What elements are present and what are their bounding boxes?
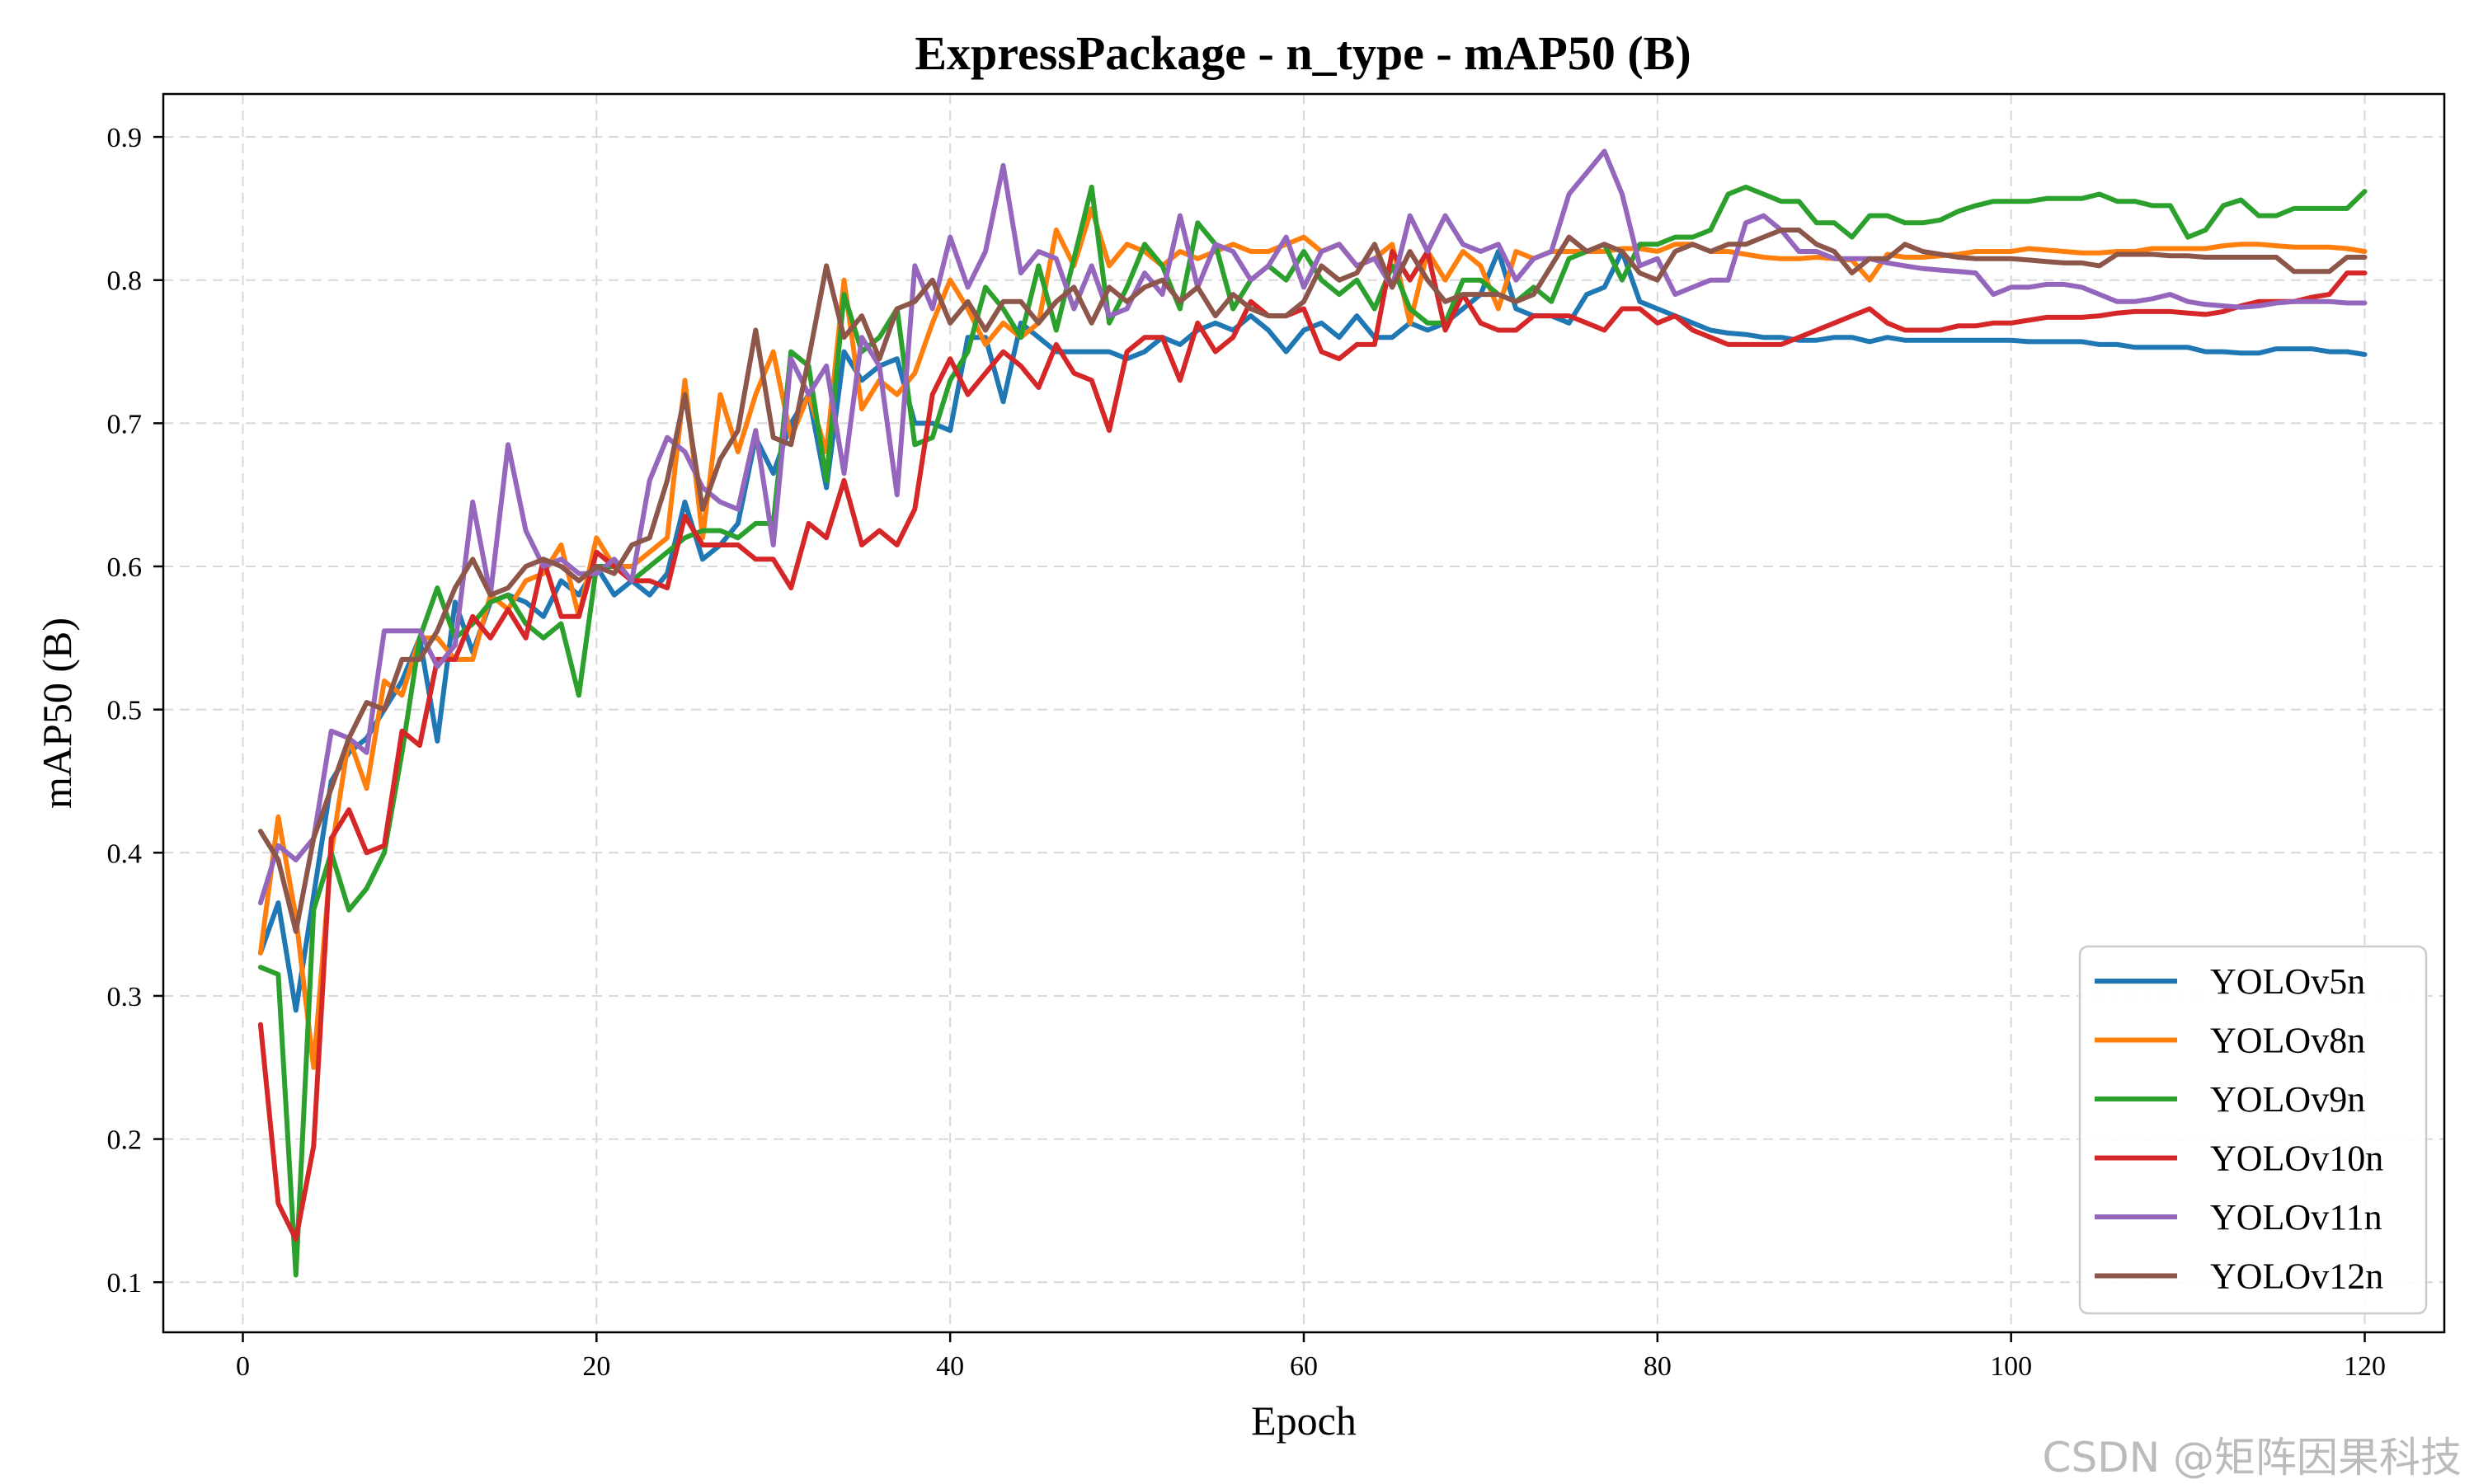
y-tick-label: 0.3: [107, 982, 143, 1012]
axis-ticks: 0 20 40 60 80 100 120 0.1 0.2 0.3 0.4 0.5 0.6 0.7 0.8 0…: [107, 123, 2387, 1382]
series-line-yolov10n: [257, 249, 2368, 1242]
series-lines: [257, 148, 2368, 1278]
x-tick-label: 120: [2344, 1351, 2386, 1382]
legend-label-yolov12n: YOLOv12n: [2210, 1256, 2383, 1297]
gridlines: [163, 94, 2444, 1332]
y-axis-label: mAP50 (B): [34, 618, 80, 809]
x-tick-label: 100: [1990, 1351, 2032, 1382]
y-tick-label: 0.9: [107, 123, 143, 153]
x-tick-label: 40: [936, 1351, 964, 1382]
watermark: CSDN @矩阵因果科技: [2043, 1434, 2462, 1482]
series-line-yolov11n: [257, 148, 2368, 906]
legend-label-yolov8n: YOLOv8n: [2210, 1021, 2365, 1061]
legend: YOLOv5n YOLOv8n YOLOv9n YOLOv10n YOLOv11n YOL…: [2078, 945, 2428, 1315]
y-tick-label: 0.6: [107, 552, 143, 583]
series-line-yolov8n: [257, 205, 2368, 1070]
chart-title: ExpressPackage - n_type - mAP50 (B): [915, 26, 1691, 80]
x-tick-label: 0: [236, 1351, 250, 1382]
legend-label-yolov10n: YOLOv10n: [2210, 1139, 2383, 1179]
y-tick-label: 0.2: [107, 1125, 143, 1156]
series-line-yolov12n: [257, 228, 2368, 934]
y-tick-label: 0.5: [107, 696, 143, 726]
x-axis-label: Epoch: [1251, 1397, 1357, 1444]
y-tick-label: 0.1: [107, 1268, 143, 1298]
x-tick-label: 20: [582, 1351, 610, 1382]
legend-label-yolov9n: YOLOv9n: [2210, 1079, 2365, 1120]
legend-label-yolov11n: YOLOv11n: [2210, 1197, 2382, 1237]
legend-label-yolov5n: YOLOv5n: [2210, 961, 2365, 1002]
y-tick-label: 0.4: [107, 838, 143, 869]
y-tick-label: 0.8: [107, 266, 143, 297]
series-line-yolov9n: [257, 184, 2368, 1278]
series-line-yolov5n: [257, 249, 2368, 1013]
x-tick-label: 80: [1644, 1351, 1672, 1382]
x-tick-label: 60: [1290, 1351, 1318, 1382]
y-tick-label: 0.7: [107, 409, 143, 439]
